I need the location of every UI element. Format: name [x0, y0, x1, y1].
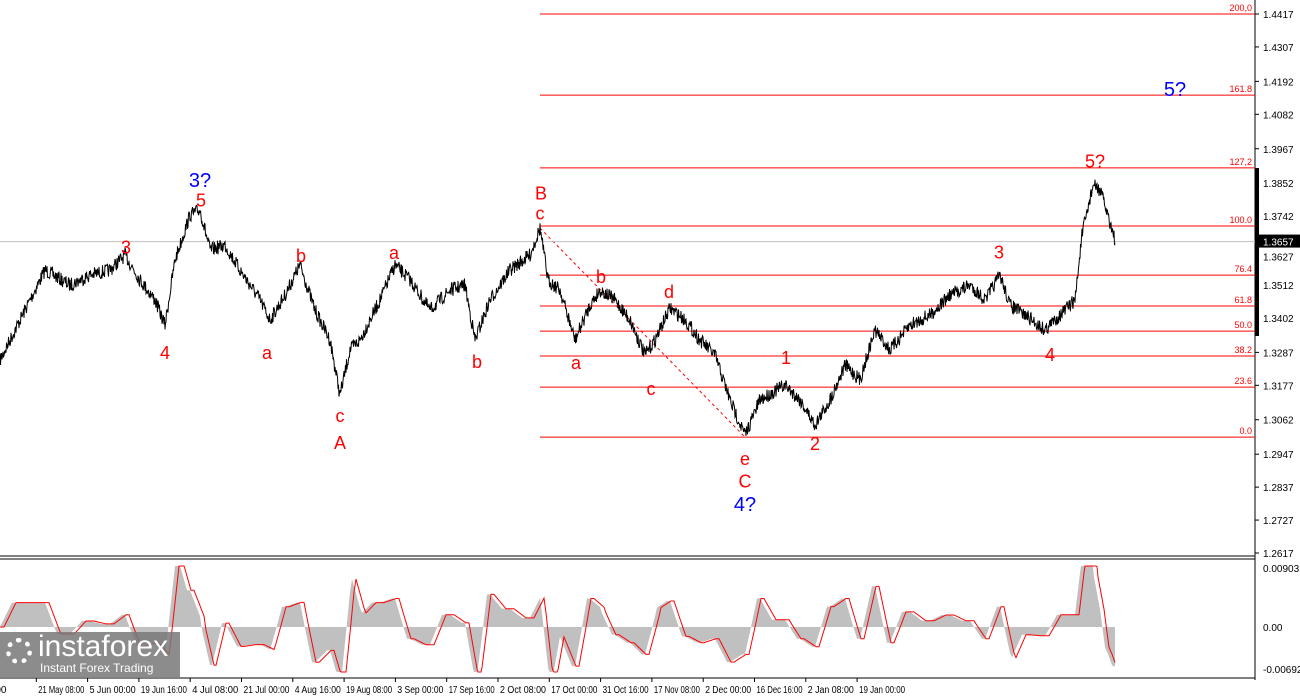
time-tick-label: 17 Sep 16:00: [449, 685, 495, 696]
time-tick-label: 3 Sep 00:00: [397, 685, 443, 696]
time-tick-label: 21 Jul 00:00: [244, 685, 290, 696]
price-tick-label: 1.3287: [1263, 348, 1294, 359]
watermark-logo: instaforex Instant Forex Trading: [0, 630, 180, 677]
wave-label: e: [740, 449, 750, 469]
fib-level-label: 23.6: [1234, 376, 1252, 386]
price-tick-label: 1.2837: [1263, 483, 1294, 494]
wave-label: 2: [810, 434, 820, 454]
wave-label: 4?: [734, 494, 756, 516]
price-tick-label: 1.2727: [1263, 516, 1294, 527]
price-tick-label: 1.3852: [1263, 179, 1294, 190]
fib-trend-line: [539, 227, 746, 438]
wave-label: 1: [781, 348, 791, 368]
wave-label: 3?: [189, 170, 211, 192]
price-line: [0, 179, 1116, 436]
time-tick-label: 16 Dec 16:00: [757, 685, 803, 696]
price-tick-label: 1.2947: [1263, 450, 1294, 461]
price-tick-label: 1.3062: [1263, 416, 1294, 427]
price-range-bar: [1255, 168, 1259, 336]
time-tick-label: 2 Dec 00:00: [705, 685, 751, 696]
wave-label: A: [334, 433, 346, 453]
wave-label: a: [389, 243, 400, 263]
wave-label: 5?: [1164, 79, 1186, 101]
fib-level-label: 127,2: [1229, 157, 1252, 167]
price-tick-label: 1.3742: [1263, 212, 1294, 223]
price-tick-label: 1.3967: [1263, 145, 1294, 156]
fib-level-label: 38.2: [1234, 345, 1252, 355]
current-price-box: [1256, 234, 1300, 248]
time-tick-label: 19 Aug 08:00: [346, 685, 392, 696]
fib-level-label: 76.4: [1234, 264, 1252, 274]
gear-logo-icon: [6, 638, 32, 664]
time-tick-label: 4 Aug 16:00: [295, 685, 341, 696]
wave-label: 5?: [1085, 152, 1105, 172]
wave-label: c: [336, 406, 345, 426]
time-tick-label: 4 Jul 08:00: [192, 685, 238, 696]
wave-label: a: [262, 343, 273, 363]
time-tick-label: 17 Nov 08:00: [654, 685, 700, 696]
time-tick-label: 2 Oct 08:00: [500, 685, 546, 696]
time-tick-label: 5 Jun 00:00: [90, 685, 136, 696]
time-tick-label: 19 Jan 00:00: [859, 685, 905, 696]
current-price-label: 1.3657: [1263, 238, 1294, 249]
indicator-axis-label: 0.00: [1263, 623, 1283, 634]
watermark-tagline: Instant Forex Trading: [40, 661, 154, 675]
price-tick-label: 1.3512: [1263, 281, 1294, 292]
wave-label: b: [472, 352, 482, 372]
price-tick-label: 1.3177: [1263, 381, 1294, 392]
time-tick-label: 2 Jan 08:00: [808, 685, 854, 696]
wave-label: 3: [121, 238, 131, 258]
price-tick-label: 1.3402: [1263, 314, 1294, 325]
wave-label: 3: [994, 243, 1004, 263]
indicator-axis-label: 0.00903: [1263, 564, 1300, 575]
fib-level-label: 161.8: [1229, 84, 1252, 94]
wave-label: C: [739, 472, 752, 492]
wave-label: B: [535, 184, 547, 204]
price-tick-label: 1.4082: [1263, 110, 1294, 121]
wave-label: 4: [1045, 345, 1055, 365]
wave-label: 5: [196, 191, 206, 211]
time-tick-label: 17 Oct 00:00: [551, 685, 597, 696]
wave-label: a: [571, 353, 582, 373]
wave-label: b: [596, 267, 606, 287]
time-tick-label: 5:00: [0, 685, 7, 696]
wave-label: b: [296, 246, 306, 266]
fib-level-label: 50.0: [1234, 320, 1252, 330]
fib-level-label: 200,0: [1229, 3, 1252, 13]
wave-label: d: [664, 282, 674, 302]
price-tick-label: 1.4192: [1263, 77, 1294, 88]
fib-level-label: 61.8: [1234, 295, 1252, 305]
price-tick-label: 1.4307: [1263, 43, 1294, 54]
indicator-signal-line: [0, 565, 1116, 673]
wave-label: 4: [160, 343, 170, 363]
price-tick-label: 1.2617: [1263, 549, 1294, 560]
price-tick-label: 1.3627: [1263, 253, 1294, 264]
fib-level-label: 100.0: [1229, 215, 1252, 225]
price-tick-label: 1.4417: [1263, 10, 1294, 21]
indicator-axis-label: -0.00692: [1263, 665, 1300, 676]
time-tick-label: 21 May 08:00: [38, 685, 84, 696]
time-tick-label: 31 Oct 16:00: [603, 685, 649, 696]
wave-label: c: [536, 204, 545, 224]
wave-label: c: [647, 379, 656, 399]
time-tick-label: 19 Jun 16:00: [141, 685, 187, 696]
watermark-brand: instaforex: [38, 630, 169, 663]
fib-level-label: 0.0: [1239, 426, 1252, 436]
